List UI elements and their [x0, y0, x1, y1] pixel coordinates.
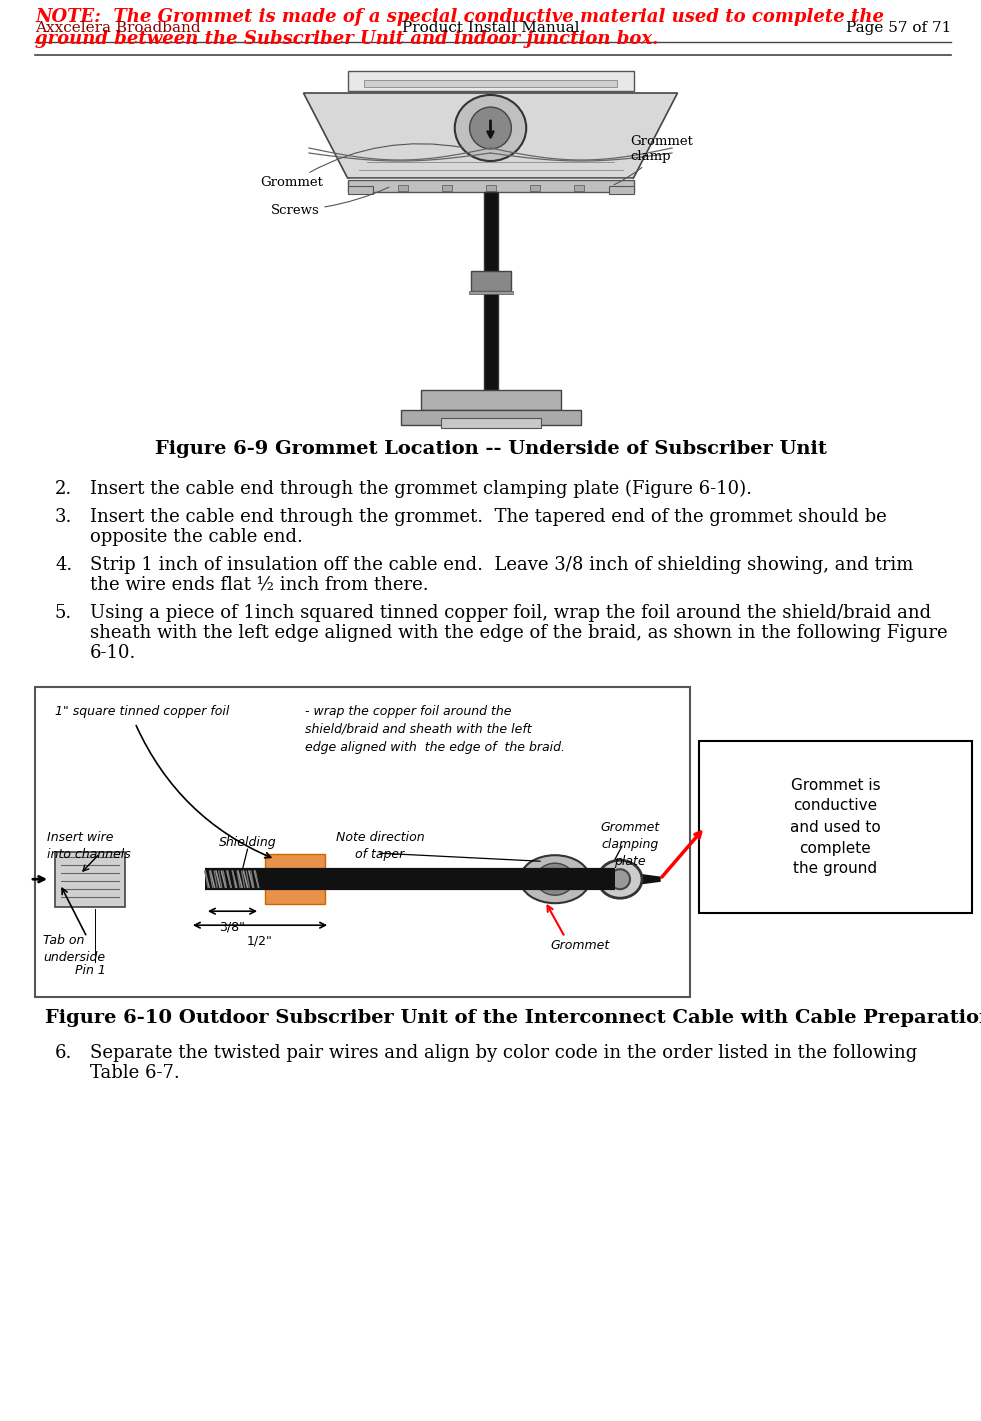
Text: Grommet: Grommet: [550, 939, 609, 952]
Text: - wrap the copper foil around the
shield/braid and sheath with the left
edge ali: - wrap the copper foil around the shield…: [305, 705, 565, 755]
Polygon shape: [615, 871, 660, 887]
Text: Insert the cable end through the grommet clamping plate (Figure 6-10).: Insert the cable end through the grommet…: [90, 480, 752, 499]
Text: Grommet
clamping
plate: Grommet clamping plate: [600, 821, 659, 868]
Text: Page 57 of 71: Page 57 of 71: [846, 21, 951, 36]
Text: 4.: 4.: [55, 556, 73, 574]
Text: Screws: Screws: [271, 188, 389, 216]
Text: Grommet
clamp: Grommet clamp: [614, 135, 694, 185]
Ellipse shape: [455, 95, 526, 161]
Ellipse shape: [598, 860, 642, 898]
FancyBboxPatch shape: [699, 740, 972, 914]
FancyBboxPatch shape: [347, 186, 373, 195]
Ellipse shape: [520, 855, 590, 904]
FancyBboxPatch shape: [205, 871, 260, 887]
Text: Figure 6-9 Grommet Location -- Underside of Subscriber Unit: Figure 6-9 Grommet Location -- Underside…: [155, 441, 826, 458]
FancyBboxPatch shape: [347, 180, 634, 192]
FancyBboxPatch shape: [55, 851, 125, 907]
FancyBboxPatch shape: [35, 686, 690, 998]
Text: Shielding: Shielding: [219, 836, 277, 850]
Ellipse shape: [536, 863, 574, 895]
Text: sheath with the left edge aligned with the edge of the braid, as shown in the fo: sheath with the left edge aligned with t…: [90, 624, 948, 642]
FancyBboxPatch shape: [484, 192, 497, 389]
Text: Note direction
of taper: Note direction of taper: [336, 831, 425, 861]
Text: Table 6-7.: Table 6-7.: [90, 1064, 180, 1081]
Text: Figure 6-10 Outdoor Subscriber Unit of the Interconnect Cable with Cable Prepara: Figure 6-10 Outdoor Subscriber Unit of t…: [45, 1009, 981, 1027]
Text: 5.: 5.: [55, 604, 73, 622]
FancyBboxPatch shape: [469, 291, 512, 294]
Ellipse shape: [470, 107, 511, 149]
Text: Insert wire
into channels: Insert wire into channels: [47, 831, 130, 861]
FancyBboxPatch shape: [421, 389, 560, 411]
Text: 2.: 2.: [55, 480, 73, 497]
Text: Pin 1: Pin 1: [75, 965, 106, 978]
FancyBboxPatch shape: [347, 71, 634, 91]
Text: Grommet: Grommet: [261, 144, 463, 189]
Text: Axxcelera Broadband: Axxcelera Broadband: [35, 21, 201, 36]
Text: Using a piece of 1inch squared tinned copper foil, wrap the foil around the shie: Using a piece of 1inch squared tinned co…: [90, 604, 931, 622]
Polygon shape: [303, 92, 678, 178]
Text: 1/2": 1/2": [247, 934, 273, 948]
FancyBboxPatch shape: [400, 411, 581, 425]
Text: Product Install Manual: Product Install Manual: [402, 21, 579, 36]
FancyBboxPatch shape: [574, 185, 584, 190]
Text: Tab on
underside: Tab on underside: [43, 934, 105, 965]
Text: Insert the cable end through the grommet.  The tapered end of the grommet should: Insert the cable end through the grommet…: [90, 507, 887, 526]
FancyBboxPatch shape: [486, 185, 495, 190]
FancyBboxPatch shape: [265, 854, 325, 904]
Text: Strip 1 inch of insulation off the cable end.  Leave 3/8 inch of shielding showi: Strip 1 inch of insulation off the cable…: [90, 556, 913, 574]
Text: NOTE:  The Grommet is made of a special conductive material used to complete the: NOTE: The Grommet is made of a special c…: [35, 9, 884, 26]
Text: the wire ends flat ½ inch from there.: the wire ends flat ½ inch from there.: [90, 576, 429, 594]
FancyBboxPatch shape: [530, 185, 540, 190]
Text: 6.: 6.: [55, 1044, 73, 1061]
Text: 1" square tinned copper foil: 1" square tinned copper foil: [55, 705, 230, 718]
FancyBboxPatch shape: [364, 81, 617, 87]
FancyBboxPatch shape: [441, 185, 451, 190]
Text: 6-10.: 6-10.: [90, 644, 136, 662]
FancyBboxPatch shape: [440, 418, 541, 428]
Text: 3.: 3.: [55, 507, 73, 526]
Text: Grommet is
conductive
and used to
complete
the ground: Grommet is conductive and used to comple…: [790, 777, 881, 877]
Text: ground between the Subscriber Unit and indoor junction box.: ground between the Subscriber Unit and i…: [35, 30, 658, 48]
FancyBboxPatch shape: [397, 185, 407, 190]
Text: 3/8": 3/8": [220, 921, 245, 934]
FancyBboxPatch shape: [471, 271, 510, 291]
FancyBboxPatch shape: [608, 186, 634, 195]
Text: Separate the twisted pair wires and align by color code in the order listed in t: Separate the twisted pair wires and alig…: [90, 1044, 917, 1061]
Ellipse shape: [610, 870, 630, 890]
Text: opposite the cable end.: opposite the cable end.: [90, 529, 303, 546]
